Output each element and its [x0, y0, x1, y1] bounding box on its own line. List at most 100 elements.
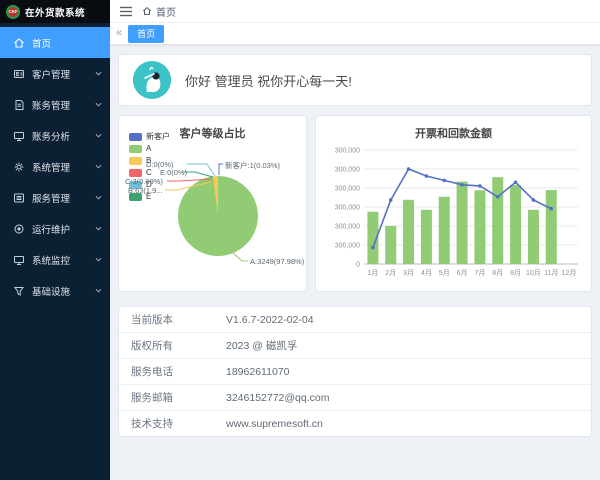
info-table-row: 版权所有 2023 @ 磁凯孚 [119, 332, 591, 359]
pie-slice-label: 新客户:1(0.03%) [225, 161, 281, 170]
sidebar-item-label: 系统管理 [32, 162, 71, 174]
info-label: 服务邮箱 [119, 384, 214, 411]
legend-label: 新客户 [146, 132, 170, 141]
main-area: 首页 « 首页 你好 管理员 祝你开心每一天! [110, 0, 600, 480]
chevron-down-icon [95, 195, 102, 200]
svg-text:8月: 8月 [492, 269, 503, 277]
legend-label: B [146, 156, 152, 165]
sidebar-item-home[interactable]: 首页 [0, 27, 110, 58]
svg-text:5月: 5月 [439, 269, 450, 277]
chevron-down-icon [95, 226, 102, 231]
svg-text:11月: 11月 [544, 269, 558, 277]
sidebar-item-system[interactable]: 系统管理 [0, 151, 110, 182]
svg-text:300,000: 300,000 [335, 205, 360, 212]
user-card-icon [13, 68, 25, 80]
sidebar-item-label: 账务分析 [32, 131, 71, 143]
legend-item-B[interactable]: B [129, 155, 170, 166]
legend-item-新客户[interactable]: 新客户 [129, 131, 170, 142]
sidebar-menu: 首页客户管理账务管理账务分析系统管理服务管理运行维护系统监控基础设施 [0, 23, 110, 306]
svg-text:4月: 4月 [421, 269, 432, 277]
svg-text:10月: 10月 [526, 269, 541, 277]
bar-line-chart: 0 300,000 300,000 300,000 300,000 300,000 300,… [335, 148, 578, 277]
greeting-text: 你好 管理员 祝你开心每一天! [185, 73, 352, 89]
app-logo: CKF 在外货款系统 [0, 0, 110, 23]
legend-item-A[interactable]: A [129, 143, 170, 154]
sidebar-item-customer[interactable]: 客户管理 [0, 58, 110, 89]
document-icon [13, 99, 25, 111]
chevron-down-icon [95, 288, 102, 293]
legend-marker [129, 180, 142, 189]
sidebar-item-finance[interactable]: 账务管理 [0, 89, 110, 120]
info-table-row: 服务邮箱 3246152772@qq.com [119, 384, 591, 411]
svg-text:1月: 1月 [367, 269, 378, 277]
bar-chart-title: 开票和回款金额 [415, 128, 492, 140]
legend-item-E[interactable]: E [129, 191, 170, 202]
info-table-row: 当前版本 V1.6.7-2022-02-04 [119, 307, 591, 333]
info-table: 当前版本 V1.6.7-2022-02-04 版权所有 2023 @ 磁凯孚 服务电话 1… [119, 307, 591, 436]
home-icon [13, 37, 25, 49]
svg-text:9月: 9月 [510, 269, 521, 277]
tabs-bar: « 首页 [110, 23, 600, 45]
sidebar-item-label: 账务管理 [32, 100, 71, 112]
info-label: 版权所有 [119, 332, 214, 359]
pie-chart-title: 客户等级占比 [179, 128, 246, 140]
tabs-scroll-left-icon[interactable]: « [116, 27, 123, 39]
legend-marker [129, 132, 142, 141]
info-value: 18962611070 [214, 358, 591, 385]
info-label: 技术支持 [131, 418, 173, 430]
legend-label: A [146, 144, 152, 153]
info-table-row: 技术支持 www.supremesoft.cn [119, 411, 591, 437]
breadcrumb[interactable]: 首页 [142, 4, 176, 19]
chevron-down-icon [95, 133, 102, 138]
svg-text:3月: 3月 [403, 269, 414, 277]
legend-label: D [146, 180, 152, 189]
chevron-down-icon [95, 71, 102, 76]
svg-text:300,000: 300,000 [335, 224, 360, 231]
svg-text:300,000: 300,000 [335, 167, 360, 174]
pie-slice-label: A:3249(97.98%) [250, 257, 305, 266]
svg-text:12月: 12月 [562, 269, 577, 277]
funnel-icon [13, 285, 25, 297]
tab-home[interactable]: 首页 [128, 24, 165, 43]
legend-item-C[interactable]: C [129, 167, 170, 178]
sidebar-item-label: 基础设施 [32, 286, 71, 298]
legend-label: E [146, 192, 152, 201]
info-value: 3246152772@qq.com [214, 384, 591, 411]
chevron-down-icon [95, 164, 102, 169]
pie-slice-label: E:0(0%) [160, 168, 188, 177]
legend-item-D[interactable]: D [129, 179, 170, 190]
legend-marker [129, 192, 142, 201]
gear-icon [13, 161, 25, 173]
legend-marker [129, 168, 142, 177]
list-icon [13, 192, 25, 204]
sidebar-item-service[interactable]: 服务管理 [0, 182, 110, 213]
svg-text:0: 0 [356, 262, 360, 269]
sidebar-item-label: 首页 [32, 38, 52, 50]
sidebar-item-label: 运行维护 [32, 224, 71, 236]
greeting-card: 你好 管理员 祝你开心每一天! [118, 54, 592, 106]
pie-slice-label: C:3(0.09%) [125, 177, 163, 186]
info-value: V1.6.7-2022-02-04 [214, 307, 591, 333]
charts-row: 客户等级占比 新客户 A B C D E D:0(0%) 新客户:1(0.03%) E:0(0… [118, 115, 592, 292]
svg-text:300,000: 300,000 [335, 243, 360, 250]
info-table-card: 当前版本 V1.6.7-2022-02-04 版权所有 2023 @ 磁凯孚 服务电话 1… [118, 306, 592, 437]
bar-chart-card: 开票和回款金额 0 300,000 300,000 300,000 300,000 300… [315, 115, 592, 292]
circle-dot-icon [13, 223, 25, 235]
svg-text:2月: 2月 [385, 269, 396, 277]
info-value: 2023 @ 磁凯孚 [214, 332, 591, 359]
svg-text:6月: 6月 [457, 269, 468, 277]
sidebar-item-monitor[interactable]: 系统监控 [0, 244, 110, 275]
sidebar-item-analysis[interactable]: 账务分析 [0, 120, 110, 151]
pie-chart [178, 176, 258, 256]
info-value: www.supremesoft.cn [226, 417, 323, 430]
info-label: 服务电话 [119, 358, 214, 385]
sidebar-item-ops[interactable]: 运行维护 [0, 213, 110, 244]
hamburger-menu-icon[interactable] [120, 6, 132, 17]
app-title: 在外货款系统 [25, 7, 86, 19]
info-label: 当前版本 [119, 307, 214, 333]
monitor-icon [13, 130, 25, 142]
breadcrumb-item: 首页 [156, 7, 176, 19]
svg-text:7月: 7月 [474, 269, 485, 277]
sidebar-item-infra[interactable]: 基础设施 [0, 275, 110, 306]
